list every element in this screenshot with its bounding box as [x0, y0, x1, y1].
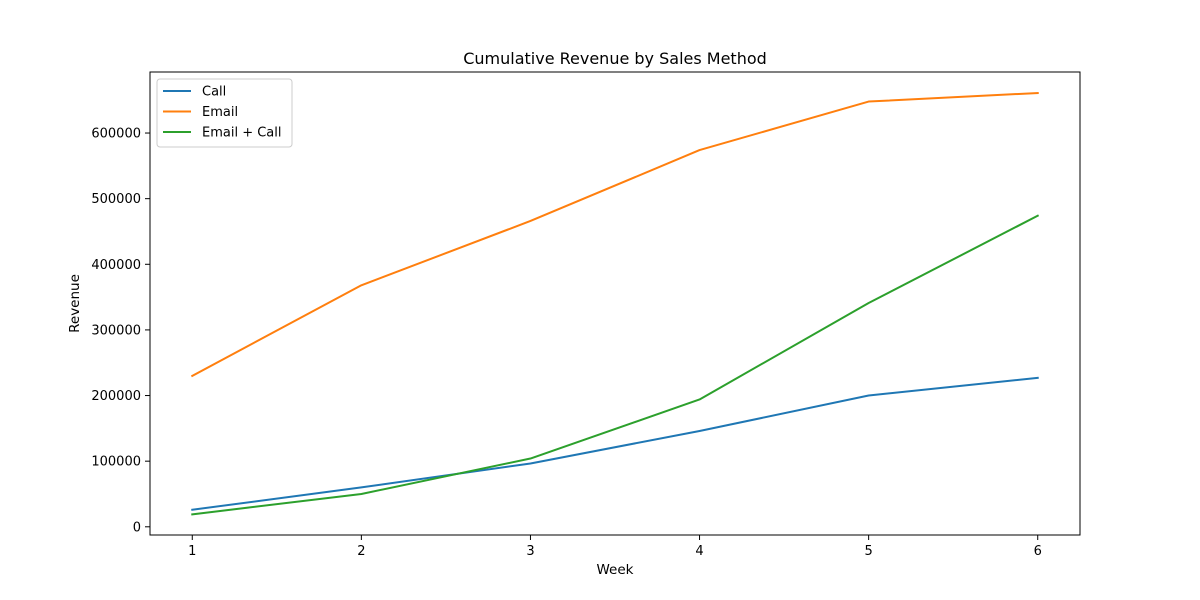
series-layer [190, 91, 1040, 516]
x-tick-label: 2 [357, 544, 365, 559]
plot-frame [149, 71, 1081, 536]
x-tick-label: 5 [864, 544, 872, 559]
y-tick-label: 600000 [91, 127, 141, 142]
y-axis-label: Revenue [67, 274, 83, 333]
legend-label-email-call: Email + Call [202, 126, 282, 141]
series-line-email [190, 91, 1039, 378]
x-tick-label: 6 [1034, 544, 1042, 559]
legend-label-email: Email [202, 105, 238, 120]
y-tick-label: 200000 [91, 389, 141, 404]
legend: Call Email Email + Call [156, 78, 293, 148]
series-line-call [191, 376, 1039, 511]
x-axis-ticks: 1 2 3 4 5 6 [188, 535, 1042, 559]
x-axis-label: Week [597, 562, 634, 578]
x-tick-label: 3 [526, 544, 534, 559]
legend-box [156, 78, 293, 148]
legend-entries: Call Email Email + Call [163, 85, 282, 141]
y-tick-label: 300000 [91, 323, 141, 338]
x-tick-label: 4 [695, 544, 703, 559]
y-axis-ticks: 0 100000 200000 300000 400000 500000 600000 [91, 127, 150, 535]
y-tick-label: 100000 [91, 455, 141, 470]
chart-title: Cumulative Revenue by Sales Method [463, 49, 767, 68]
x-tick-label: 1 [188, 544, 196, 559]
legend-label-call: Call [202, 85, 226, 100]
y-tick-label: 0 [133, 520, 141, 535]
y-tick-label: 400000 [91, 258, 141, 273]
y-tick-label: 500000 [91, 192, 141, 207]
series-line-email-call [191, 214, 1040, 516]
